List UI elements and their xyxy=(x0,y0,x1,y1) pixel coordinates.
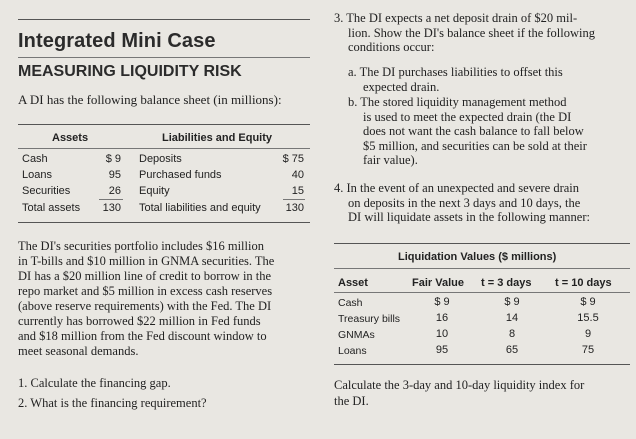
q3-line: lion. Show the DI's balance sheet if the… xyxy=(348,25,595,40)
q3b-line: b. The stored liquidity management metho… xyxy=(348,95,567,109)
bs-top-rule xyxy=(18,124,310,125)
bs-assets-header: Assets xyxy=(52,132,89,144)
lt-title-rule xyxy=(334,268,630,269)
lt-asset-name: GNMAs xyxy=(338,329,375,341)
bs-header-rule xyxy=(18,148,310,149)
lt-header-rule xyxy=(334,292,630,293)
q4-line: on deposits in the next 3 days and 10 da… xyxy=(348,195,581,210)
q3-line: conditions occur: xyxy=(348,40,435,54)
securities-paragraph: The DI's securities portfolio includes $… xyxy=(18,239,318,359)
closing-question: Calculate the 3-day and 10-day liquidity… xyxy=(334,377,630,409)
lt-fair-value: 95 xyxy=(435,344,449,356)
bs-liability-name: Total liabilities and equity xyxy=(139,202,261,214)
bs-subtotal-rule-assets xyxy=(99,199,123,200)
closing-line: the DI. xyxy=(334,394,369,408)
paragraph-line: in T-bills and $10 million in GNMA secur… xyxy=(18,254,275,268)
q3b-line: fair value). xyxy=(363,153,418,167)
case-subtitle: MEASURING LIQUIDITY RISK xyxy=(18,63,242,80)
q3a-line: expected drain. xyxy=(363,79,440,94)
bs-liability-name: Equity xyxy=(139,185,170,197)
lt-10-day-value: 15.5 xyxy=(577,312,599,324)
q4-line: DI will liquidate assets in the followin… xyxy=(348,210,590,224)
bs-asset-value: 26 xyxy=(108,185,121,197)
question-3: 3. The DI expects a net deposit drain of… xyxy=(334,11,630,55)
bs-subtotal-rule-liabilities xyxy=(283,199,305,200)
bs-asset-name: Cash xyxy=(22,153,48,165)
bs-asset-name: Total assets xyxy=(22,202,81,214)
bs-liability-value: 130 xyxy=(285,202,304,214)
bs-asset-name: Loans xyxy=(22,169,52,181)
q4-line: 4. In the event of an unexpected and sev… xyxy=(334,181,580,195)
paragraph-line: The DI's securities portfolio includes $… xyxy=(18,239,264,253)
paragraph-line: currently has borrowed $22 million in Fe… xyxy=(18,314,261,328)
q3b-line: is used to meet the expected drain (the … xyxy=(363,109,572,124)
lt-fair-value: 16 xyxy=(435,312,449,324)
intro-text: A DI has the following balance sheet (in… xyxy=(18,92,282,107)
q3b-line: $5 million, and securities can be sold a… xyxy=(363,138,587,153)
lt-3-day-value: 65 xyxy=(505,344,519,356)
q3a-line: a. The DI purchases liabilities to offse… xyxy=(348,65,563,79)
bs-bottom-rule xyxy=(18,222,310,223)
lt-bottom-rule xyxy=(334,364,630,365)
question-3a: a. The DI purchases liabilities to offse… xyxy=(348,65,630,94)
bs-liability-value: 15 xyxy=(291,185,304,197)
q3b-line: does not want the cash balance to fall b… xyxy=(363,124,584,138)
case-title: Integrated Mini Case xyxy=(18,30,216,52)
bs-asset-value: $ 9 xyxy=(105,153,121,165)
paragraph-line: (above reserve requirements) with the Fe… xyxy=(18,299,272,313)
paragraph-line: DI has a $20 million line of credit to b… xyxy=(18,269,272,283)
q3-line: 3. The DI expects a net deposit drain of… xyxy=(334,11,578,25)
lt-fair-value: 10 xyxy=(435,328,449,340)
lt-header-10-days: t = 10 days xyxy=(555,277,612,289)
lt-asset-name: Cash xyxy=(338,297,363,309)
paragraph-line: and $18 million from the Fed discount wi… xyxy=(18,329,267,343)
closing-line: Calculate the 3-day and 10-day liquidity… xyxy=(334,378,585,392)
lt-header-fair-value: Fair Value xyxy=(412,277,464,289)
paragraph-line: repo market and $5 million in excess cas… xyxy=(18,284,273,298)
lt-3-day-value: $ 9 xyxy=(504,296,520,308)
bs-liability-name: Deposits xyxy=(139,153,182,165)
question-2: 2. What is the financing requirement? xyxy=(18,396,207,410)
question-1: 1. Calculate the financing gap. xyxy=(18,376,171,390)
bs-liability-value: $ 75 xyxy=(282,153,304,165)
bs-asset-name: Securities xyxy=(22,185,71,197)
bs-asset-value: 130 xyxy=(102,202,121,214)
top-rule-left xyxy=(18,19,310,20)
lt-fair-value: $ 9 xyxy=(434,296,450,308)
lt-asset-name: Treasury bills xyxy=(338,313,401,325)
bs-liability-name: Purchased funds xyxy=(139,169,222,181)
lt-asset-name: Loans xyxy=(338,345,367,357)
lt-3-day-value: 8 xyxy=(508,328,516,340)
lt-10-day-value: 75 xyxy=(581,344,595,356)
question-4: 4. In the event of an unexpected and sev… xyxy=(334,181,630,225)
bs-liability-value: 40 xyxy=(291,169,304,181)
bs-liabilities-header: Liabilities and Equity xyxy=(162,132,273,144)
lt-3-day-value: 14 xyxy=(505,312,519,324)
paragraph-line: meet seasonal demands. xyxy=(18,344,139,358)
lt-header-3-days: t = 3 days xyxy=(481,277,532,289)
lt-header-asset: Asset xyxy=(338,277,368,289)
title-rule xyxy=(18,57,310,58)
question-3b: b. The stored liquidity management metho… xyxy=(348,95,630,168)
lt-10-day-value: $ 9 xyxy=(580,296,596,308)
bs-asset-value: 95 xyxy=(108,169,121,181)
lt-top-rule xyxy=(334,243,630,244)
lt-10-day-value: 9 xyxy=(584,328,592,340)
lt-title: Liquidation Values ($ millions) xyxy=(398,251,557,263)
